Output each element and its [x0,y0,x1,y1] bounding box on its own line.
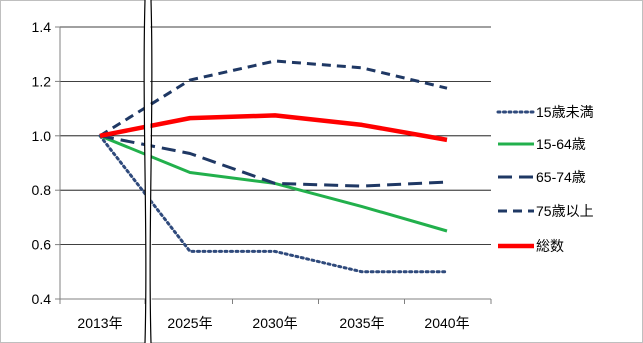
x-tick-labels: 2013年 2025年 2030年 2035年 2040年 [77,315,469,331]
legend-label-5: 総数 [536,238,564,254]
axis-break-marker [143,0,153,343]
series-line-3 [99,134,448,188]
series-lines [98,59,449,274]
y-tick-labels: 0.4 0.6 0.8 1.0 1.2 1.4 [32,19,52,307]
legend-label-1: 15歳未満 [536,104,594,120]
series-line-1 [98,134,449,274]
x-tick-label: 2040年 [424,315,469,331]
axes [55,26,492,304]
y-tick-label: 1.4 [32,19,52,35]
series-line-5 [99,113,448,143]
legend-label-4: 75歳以上 [536,203,594,219]
gridlines [60,26,491,246]
y-tick-label: 0.6 [32,237,52,253]
legend-label-3: 65-74歳 [536,169,586,185]
x-tick-label: 2030年 [252,315,297,331]
x-tick-label: 2013年 [77,315,122,331]
y-tick-label: 1.2 [32,73,52,89]
legend-label-2: 15-64歳 [536,136,586,152]
axis-break-line [149,0,153,343]
x-tick-label: 2025年 [167,315,212,331]
y-tick-label: 0.4 [32,291,52,307]
y-tick-label: 1.0 [32,128,52,144]
y-tick-label: 0.8 [32,182,52,198]
axis-break-line [143,0,147,343]
x-tick-label: 2035年 [339,315,384,331]
